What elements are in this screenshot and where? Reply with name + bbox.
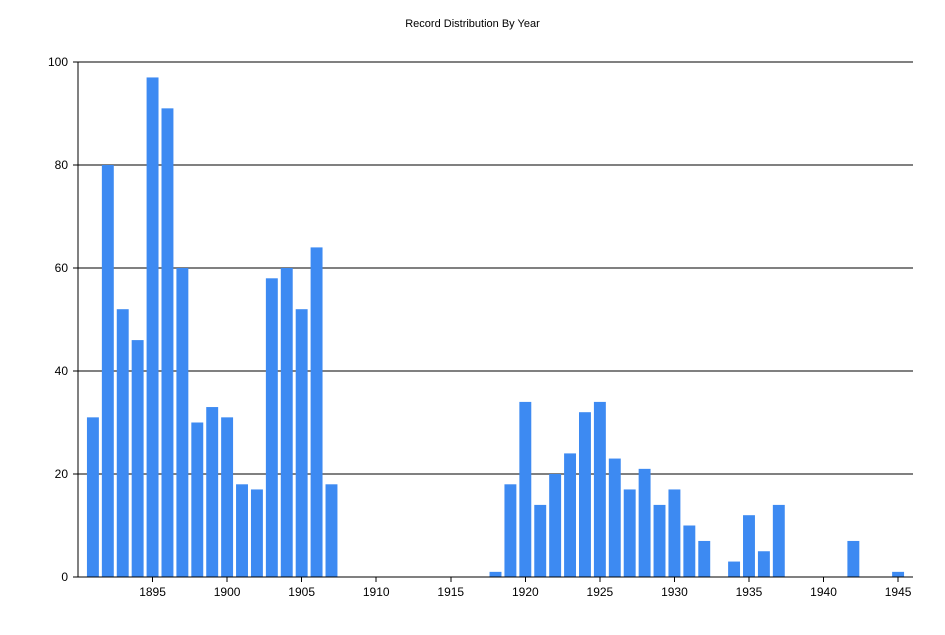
bar: [698, 540, 711, 577]
x-tick-label: 1920: [512, 585, 539, 599]
bar: [146, 77, 159, 577]
bar: [728, 561, 741, 577]
bar: [236, 484, 248, 577]
bar: [564, 453, 577, 577]
x-tick-label: 1905: [288, 585, 315, 599]
x-tick-label: 1915: [437, 585, 464, 599]
x-tick-label: 1945: [885, 585, 912, 599]
x-tick-label: 1940: [810, 585, 837, 599]
bar: [86, 417, 99, 577]
bar: [131, 340, 144, 577]
bar: [683, 525, 696, 577]
bar: [653, 504, 666, 577]
bar: [504, 484, 517, 577]
bar: [519, 401, 532, 577]
x-tick-label: 1925: [587, 585, 614, 599]
bar: [265, 278, 278, 577]
bar: [489, 571, 502, 577]
bar: [579, 412, 591, 577]
bar: [325, 484, 338, 577]
bar: [534, 504, 547, 577]
x-tick-label: 1930: [661, 585, 688, 599]
y-tick-label: 0: [61, 570, 68, 584]
bar: [623, 489, 636, 577]
bar: [743, 515, 755, 577]
bar: [101, 165, 114, 577]
axes: 0 20 40 60 80 100 1895 1900 1905 1910 1915 1920 1925…: [48, 55, 913, 599]
bar: [757, 551, 770, 577]
bar: [668, 489, 681, 577]
bars: [86, 77, 905, 577]
bar: [176, 268, 189, 577]
bar: [892, 571, 905, 577]
y-tick-label: 20: [55, 467, 69, 481]
x-tick-label: 1895: [139, 585, 166, 599]
x-tick-label: 1900: [214, 585, 241, 599]
bar: [310, 247, 323, 577]
bar: [593, 401, 606, 577]
y-tick-label: 60: [55, 261, 69, 275]
y-tick-label: 40: [55, 364, 69, 378]
bar: [847, 540, 860, 577]
chart-title: Record Distribution By Year: [405, 18, 540, 30]
y-tick-label: 100: [48, 55, 68, 69]
bar: [280, 268, 293, 577]
bar: [116, 309, 129, 577]
y-tick-label: 80: [55, 158, 69, 172]
bar: [772, 504, 785, 577]
bar: [161, 108, 174, 577]
x-tick-label: 1910: [363, 585, 390, 599]
bar: [191, 422, 204, 577]
bar: [295, 309, 308, 577]
bar: [250, 489, 263, 577]
x-tick-label: 1935: [736, 585, 763, 599]
bar: [221, 417, 234, 577]
gridlines: [78, 61, 913, 475]
bar: [206, 407, 219, 577]
bar: [638, 468, 651, 577]
bar: [549, 474, 562, 577]
bar: [608, 458, 621, 577]
